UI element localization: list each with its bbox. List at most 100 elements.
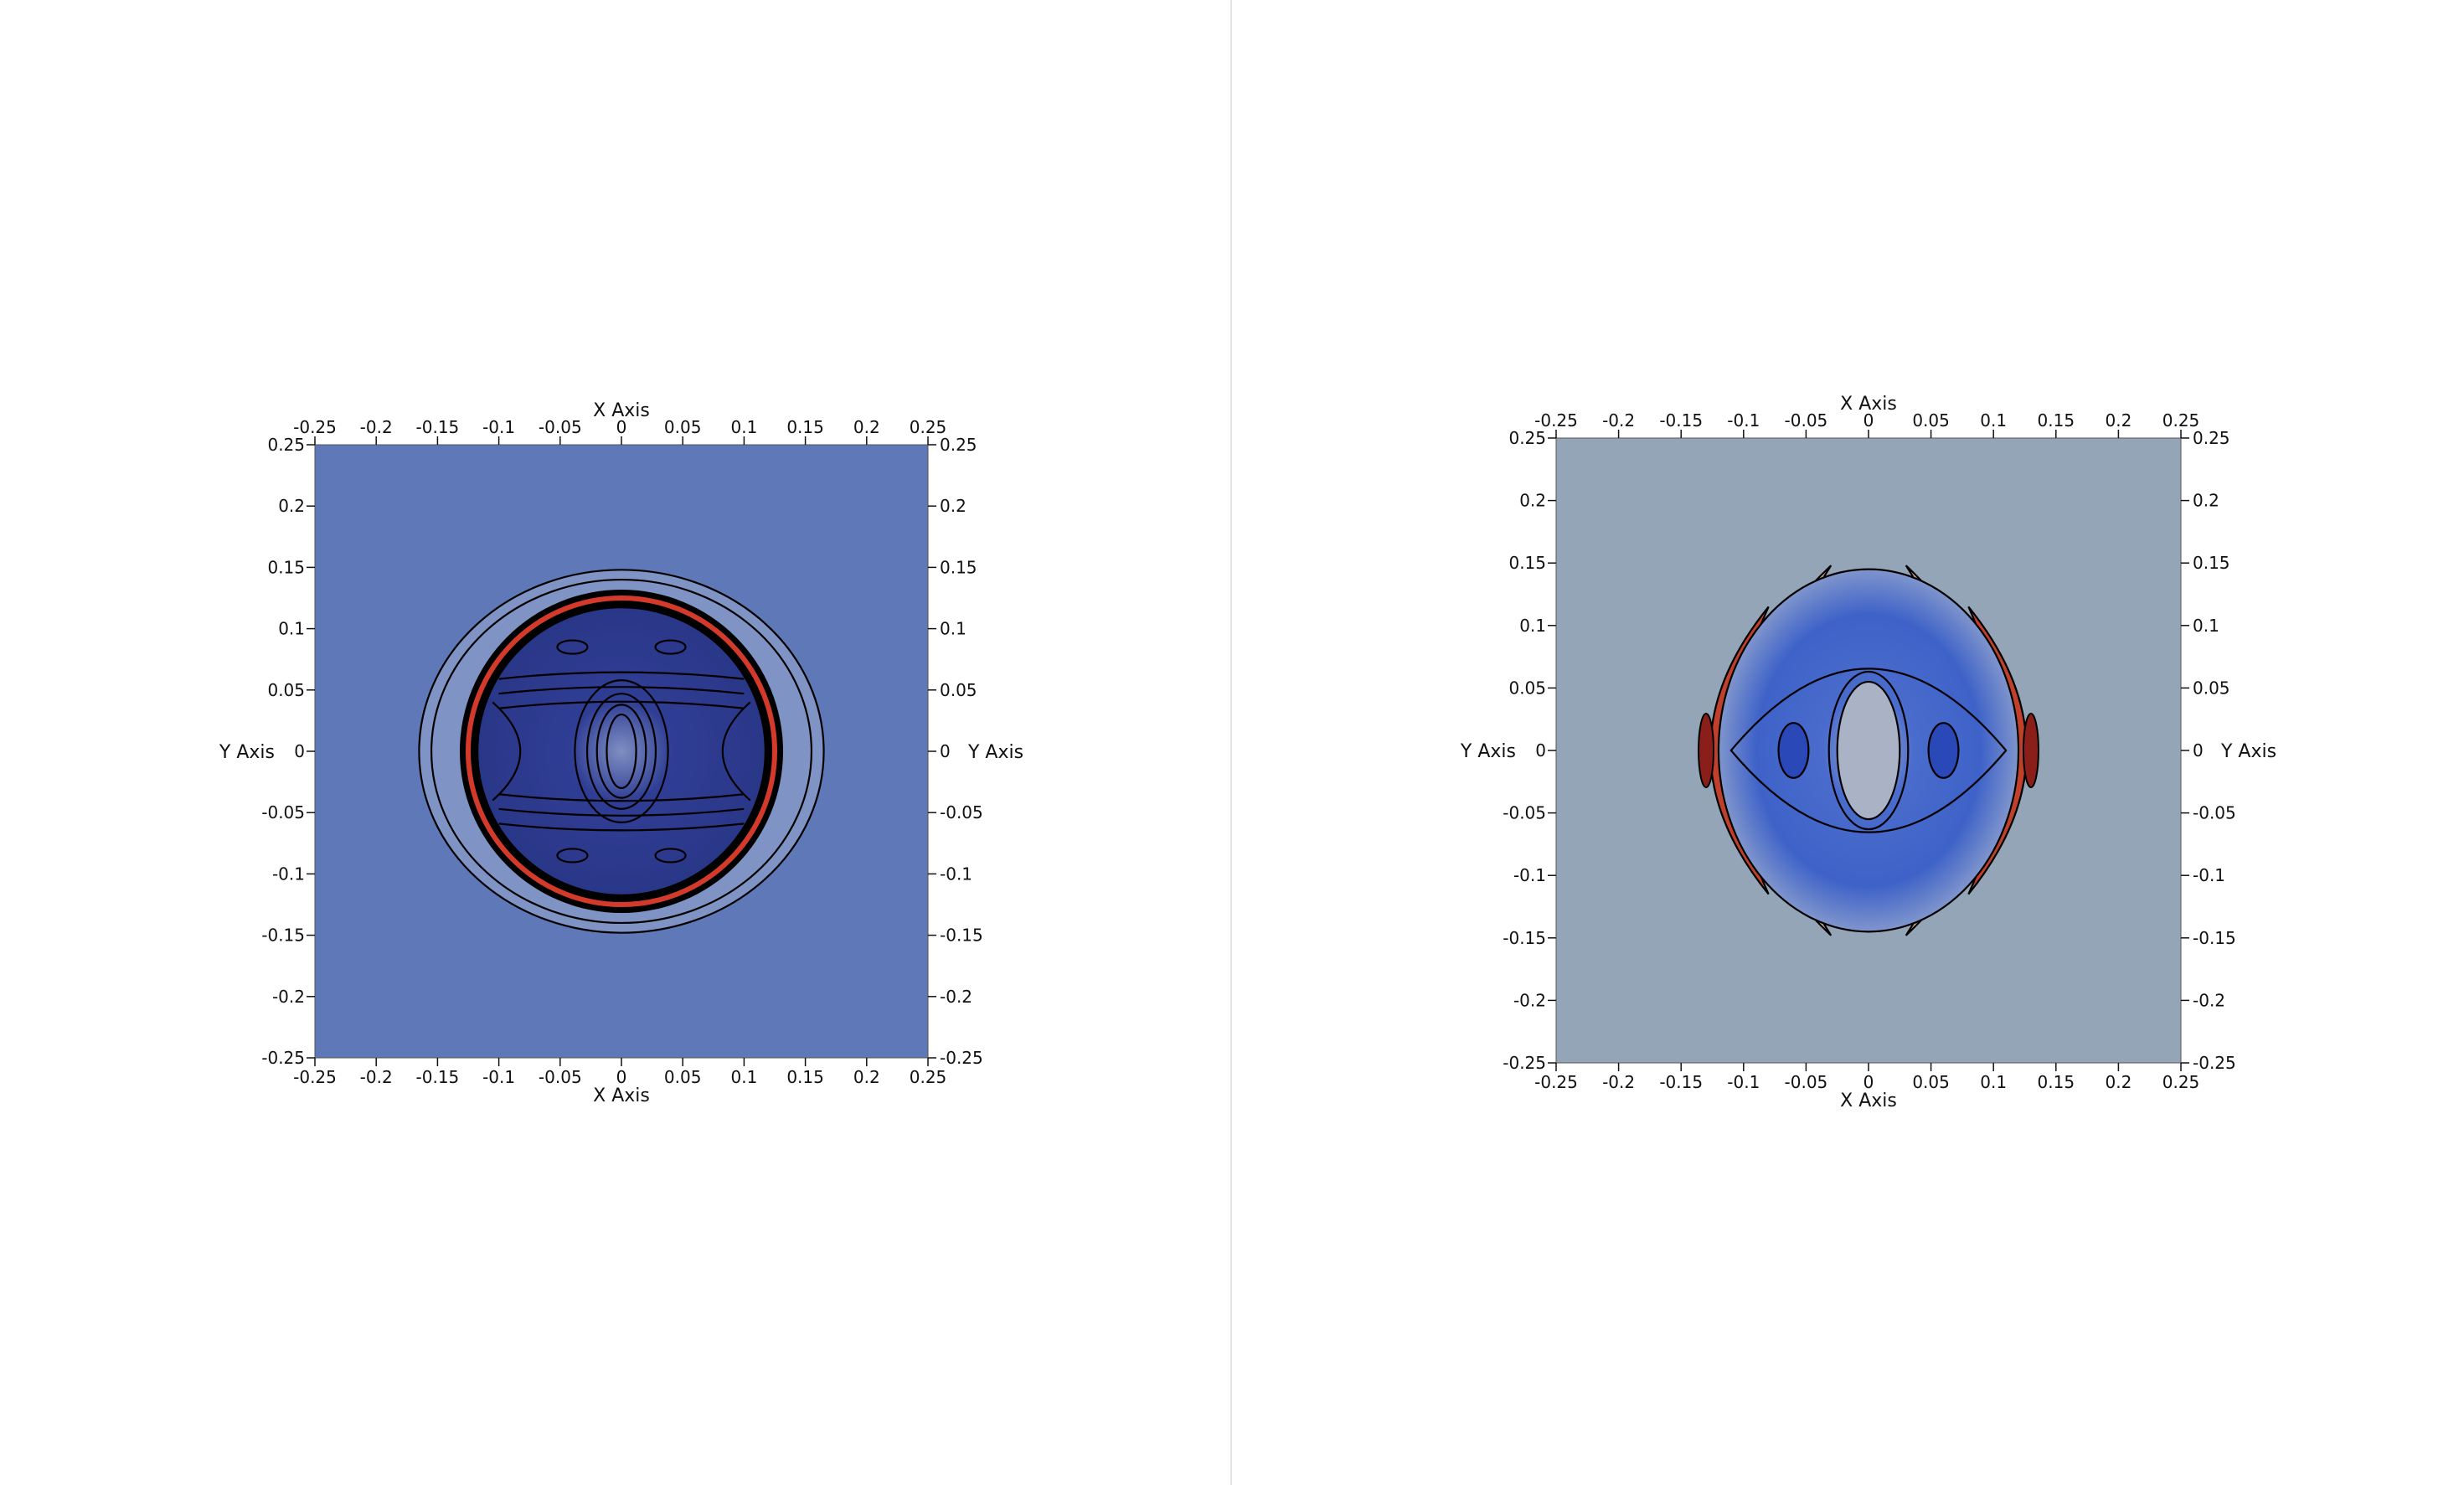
x-tick-label-top: -0.05	[539, 417, 582, 437]
central-contour	[574, 678, 669, 824]
y-tick-label-right: -0.15	[2193, 928, 2236, 948]
y-tick-label-left: -0.15	[261, 926, 305, 946]
y-axis-title-left: Y Axis	[1460, 741, 1516, 762]
y-tick-label-right: -0.25	[940, 1048, 983, 1068]
diamond-contour	[1729, 668, 2008, 833]
y-tick-label-right: -0.1	[940, 864, 972, 884]
x-tick-label-bottom: 0.1	[1980, 1072, 2007, 1092]
x-tick-label-bottom: -0.05	[539, 1067, 582, 1087]
y-tick-label-left: 0.1	[1519, 616, 1546, 636]
thin-ring-contour	[430, 578, 813, 925]
y-tick-label-left: 0.05	[267, 680, 305, 700]
x-tick-label-top: 0.1	[1980, 410, 2007, 431]
y-tick-label-right: -0.2	[940, 987, 972, 1007]
y-tick-label-left: -0.05	[1503, 803, 1546, 823]
lower-blob-contour	[556, 848, 589, 864]
y-axis-title-right: Y Axis	[2220, 741, 2276, 762]
x-axis-title-bottom: X Axis	[593, 1085, 650, 1106]
y-tick-label-right: 0.25	[940, 435, 977, 455]
y-tick-label-left: -0.2	[272, 987, 305, 1007]
core-disk	[475, 605, 768, 898]
upper-blob-contour	[654, 639, 687, 655]
y-tick-label-right: -0.1	[2193, 865, 2225, 885]
side-crescent-peak	[2022, 713, 2039, 788]
y-tick-label-left: -0.15	[1503, 928, 1546, 948]
x-tick-label-top: -0.25	[1534, 410, 1578, 431]
x-tick-label-top: 0.1	[730, 417, 757, 437]
band-contour	[498, 671, 745, 832]
y-tick-label-right: 0.25	[2193, 428, 2230, 448]
y-tick-label-left: 0.25	[267, 435, 305, 455]
x-tick-label-top: 0.15	[786, 417, 824, 437]
x-tick-label-bottom: -0.2	[360, 1067, 393, 1087]
y-tick-label-right: 0.1	[940, 619, 967, 639]
x-tick-label-top: 0.25	[910, 417, 947, 437]
x-tick-label-top: -0.15	[416, 417, 460, 437]
y-tick-label-left: -0.1	[1513, 865, 1546, 885]
x-tick-label-top: -0.1	[482, 417, 515, 437]
central-contour	[606, 713, 637, 790]
y-tick-label-right: 0	[940, 741, 951, 761]
x-tick-label-bottom: 0.05	[1912, 1072, 1950, 1092]
x-tick-label-top: -0.15	[1659, 410, 1703, 431]
x-tick-label-bottom: -0.1	[1727, 1072, 1760, 1092]
x-tick-label-bottom: -0.25	[1534, 1072, 1578, 1092]
y-axis-title-right: Y Axis	[967, 742, 1023, 763]
y-tick-label-right: 0.05	[2193, 678, 2230, 698]
x-tick-label-bottom: 0.25	[910, 1067, 947, 1087]
x-tick-label-top: -0.25	[293, 417, 337, 437]
view-divider	[1230, 0, 1232, 1485]
y-axis-title-left: Y Axis	[219, 742, 275, 763]
central-contour	[585, 693, 657, 810]
side-lens-contour	[492, 701, 522, 802]
y-tick-label-left: 0.2	[278, 496, 305, 516]
x-tick-label-top: 0.25	[2162, 410, 2200, 431]
central-contour	[595, 704, 647, 799]
y-tick-label-right: -0.05	[2193, 803, 2236, 823]
x-tick-label-bottom: 0.15	[786, 1067, 824, 1087]
x-tick-label-bottom: 0.25	[2162, 1072, 2200, 1092]
y-tick-label-right: -0.15	[940, 926, 983, 946]
y-tick-label-left: -0.1	[272, 864, 305, 884]
x-tick-label-top: -0.2	[360, 417, 393, 437]
y-tick-label-left: 0.05	[1508, 678, 1546, 698]
side-crescent-peak	[1698, 713, 1715, 788]
x-tick-label-bottom: 0.2	[2105, 1072, 2132, 1092]
y-tick-label-right: -0.25	[2193, 1053, 2236, 1073]
x-axis-title-bottom: X Axis	[1840, 1091, 1897, 1111]
y-tick-label-left: 0	[1535, 740, 1546, 761]
y-tick-label-right: -0.2	[2193, 990, 2225, 1010]
x-tick-label-top: -0.1	[1727, 410, 1760, 431]
y-tick-label-left: -0.05	[261, 802, 305, 822]
band-contour	[498, 700, 745, 802]
x-tick-label-bottom: 0.1	[730, 1067, 757, 1087]
band-contour	[498, 686, 745, 817]
y-tick-label-right: 0.05	[940, 680, 977, 700]
upper-blob-contour	[556, 639, 589, 655]
plot-area	[1556, 438, 2181, 1063]
x-tick-label-top: 0.15	[2038, 410, 2075, 431]
x-tick-label-top: 0	[616, 417, 627, 437]
y-tick-label-left: -0.2	[1513, 990, 1546, 1010]
side-eye-contour	[1777, 722, 1810, 779]
x-tick-label-bottom: -0.15	[416, 1067, 460, 1087]
central-ellipse	[1836, 680, 1901, 821]
plot-area	[315, 445, 928, 1058]
y-tick-label-left: 0.15	[267, 557, 305, 577]
y-tick-label-left: -0.25	[261, 1048, 305, 1068]
side-lens-contour	[721, 701, 751, 802]
y-tick-label-left: 0	[294, 741, 305, 761]
x-tick-label-bottom: 0	[1863, 1072, 1874, 1092]
y-tick-label-right: 0.15	[2193, 553, 2230, 573]
red-ring	[466, 596, 777, 907]
x-axis-title-top: X Axis	[1840, 394, 1897, 415]
left-contour-plot: -0.25-0.25-0.2-0.2-0.15-0.15-0.1-0.1-0.0…	[219, 400, 1023, 1106]
side-eye-contour	[1927, 722, 1960, 779]
outer-ring-contour	[418, 569, 825, 934]
x-tick-label-bottom: -0.25	[293, 1067, 337, 1087]
x-tick-label-bottom: 0.05	[664, 1067, 702, 1087]
right-contour-plot: -0.25-0.25-0.2-0.2-0.15-0.15-0.1-0.1-0.0…	[1460, 394, 2276, 1111]
y-tick-label-left: -0.25	[1503, 1053, 1546, 1073]
x-tick-label-top: 0.2	[853, 417, 880, 437]
